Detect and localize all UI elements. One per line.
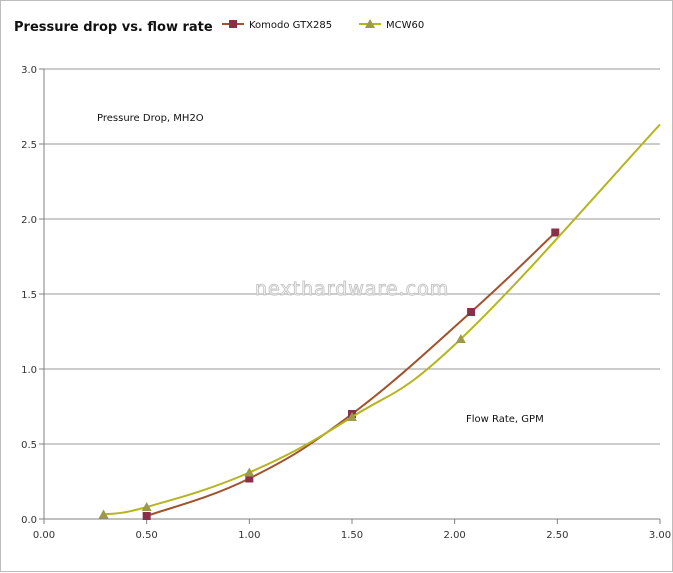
- gridlines: [44, 68, 660, 445]
- series-line: [146, 231, 556, 517]
- chart-title: Pressure drop vs. flow rate: [14, 20, 213, 35]
- y-tick-label: 0.0: [21, 515, 37, 526]
- y-tick-label: 1.0: [21, 365, 37, 376]
- x-tick-label: 3.00: [649, 530, 671, 541]
- series-line: [103, 123, 661, 516]
- legend-marker: [229, 20, 237, 28]
- y-axis-label: Pressure Drop, MH2O: [97, 113, 204, 124]
- data-point: [347, 412, 357, 421]
- x-tick-label: 2.50: [546, 530, 568, 541]
- series-layer: [98, 123, 661, 520]
- y-tick-label: 1.5: [21, 290, 37, 301]
- data-point: [141, 502, 152, 511]
- x-tick-label: 2.00: [444, 530, 466, 541]
- legend-marker: [365, 19, 375, 28]
- legend: Komodo GTX285 MCW60: [222, 19, 424, 31]
- legend-item: MCW60: [359, 19, 424, 31]
- x-tick-label: 1.50: [341, 530, 363, 541]
- y-tick-label: 0.5: [21, 440, 37, 451]
- data-point: [244, 467, 255, 477]
- y-tick-label: 3.0: [21, 65, 37, 76]
- tick-labels: 0.0 0.5 1.0 1.5 2.0 2.5 3.0 0.00 0.50 1.00 1.50 2.0…: [21, 65, 671, 541]
- watermark: nexthardware.com: [255, 278, 449, 300]
- x-axis-label: Flow Rate, GPM: [466, 414, 544, 425]
- y-tick-label: 2.5: [21, 140, 37, 151]
- legend-item: Komodo GTX285: [222, 20, 332, 31]
- data-point: [98, 509, 109, 519]
- data-point: [245, 474, 254, 483]
- legend-label: MCW60: [386, 20, 424, 31]
- data-point: [142, 512, 151, 520]
- data-point: [551, 228, 560, 237]
- data-point: [455, 334, 466, 343]
- series-1: [142, 228, 560, 520]
- series-2: [98, 123, 661, 519]
- x-tick-label: 0.50: [136, 530, 158, 541]
- x-tick-label: 1.00: [238, 530, 260, 541]
- legend-label: Komodo GTX285: [249, 20, 332, 31]
- x-tick-label: 0.00: [33, 530, 55, 541]
- y-tick-label: 2.0: [21, 215, 37, 226]
- data-point: [467, 308, 476, 316]
